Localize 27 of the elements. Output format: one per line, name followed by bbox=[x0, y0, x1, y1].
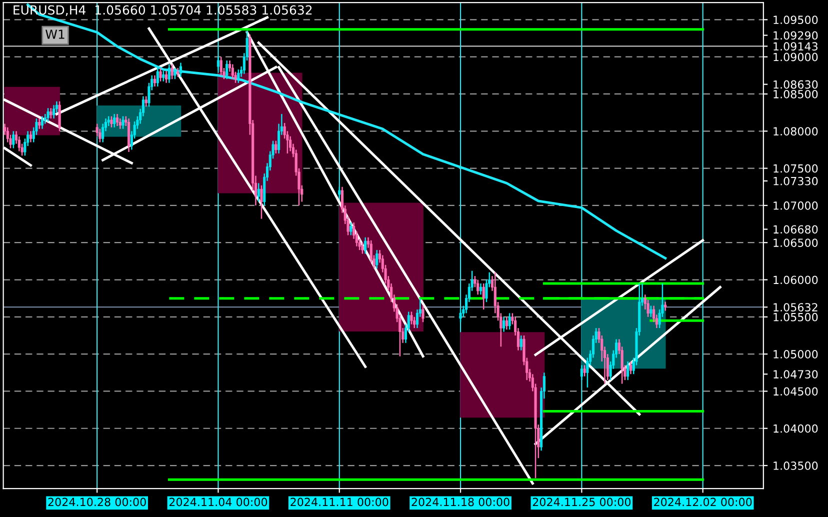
y-tick-label: 1.06500 bbox=[774, 238, 818, 247]
y-tick-label: 1.04730 bbox=[774, 370, 818, 379]
y-tick-label: 1.03500 bbox=[774, 462, 818, 470]
y-tick-label: 1.04000 bbox=[774, 424, 818, 433]
y-tick-label: 1.08500 bbox=[774, 90, 818, 98]
x-tick-label: 2024.10.28 00:00 bbox=[48, 498, 146, 506]
y-tick-label: 1.08630 bbox=[774, 80, 818, 89]
y-tick-label: 1.09143 bbox=[774, 42, 818, 51]
y-tick-label: 1.06680 bbox=[774, 225, 818, 234]
y-tick-label: 1.05632 bbox=[774, 303, 818, 312]
x-tick-label: 2024.11.18 00:00 bbox=[412, 498, 510, 506]
y-tick-label: 1.07500 bbox=[774, 164, 818, 173]
x-tick-label: 2024.11.11 00:00 bbox=[290, 498, 388, 506]
y-tick-label: 1.06000 bbox=[774, 276, 818, 284]
x-tick-label: 2024.11.25 00:00 bbox=[532, 498, 631, 506]
y-tick-label: 1.07330 bbox=[774, 176, 818, 186]
y-tick-label: 1.04500 bbox=[774, 387, 818, 396]
y-tick-label: 1.07000 bbox=[774, 201, 818, 210]
annotation: W1 bbox=[46, 30, 64, 39]
y-tick-label: 1.08000 bbox=[774, 127, 818, 136]
x-tick-label: 2024.11.04 00:00 bbox=[169, 498, 268, 506]
y-tick-label: 1.09500 bbox=[774, 16, 818, 24]
y-tick-label: 1.09000 bbox=[774, 52, 818, 62]
y-tick-label: 1.05000 bbox=[774, 350, 818, 358]
y-tick-label: 1.09290 bbox=[774, 31, 818, 40]
x-tick-label: 2024.12.02 00:00 bbox=[654, 498, 752, 506]
y-tick-label: 1.05500 bbox=[774, 312, 818, 322]
